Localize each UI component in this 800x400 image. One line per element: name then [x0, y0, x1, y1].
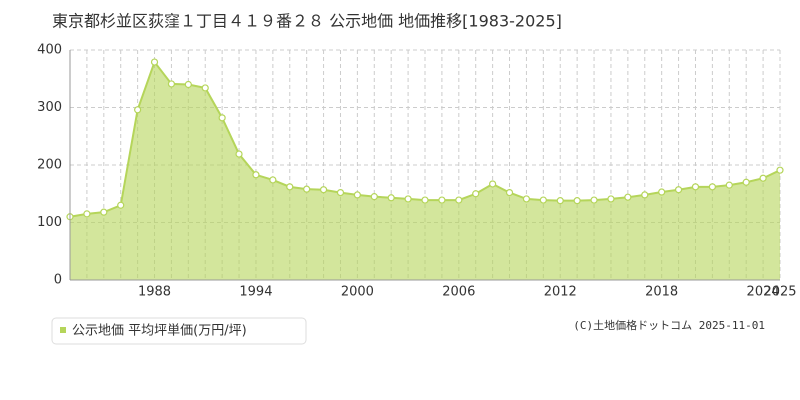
point: [742, 178, 750, 186]
x-tick-label: 2012: [544, 285, 577, 300]
point: [319, 186, 328, 194]
point: [269, 176, 277, 184]
point: [522, 195, 531, 203]
point: [489, 180, 497, 188]
x-tick-label: 1988: [138, 285, 171, 300]
point: [556, 197, 564, 205]
y-tick-label: 200: [37, 158, 62, 173]
point: [117, 201, 125, 209]
point: [83, 210, 91, 218]
point: [370, 193, 378, 201]
point: [708, 183, 716, 191]
point: [353, 191, 361, 199]
point: [776, 166, 784, 174]
x-tick-label: 2000: [341, 285, 374, 300]
point: [421, 196, 429, 204]
point: [404, 195, 412, 203]
point: [607, 195, 615, 203]
source: (C)土地価格ドットコム 2025-11-01: [573, 318, 765, 332]
point: [218, 114, 226, 122]
y-tick-label: 300: [37, 100, 62, 115]
area: [70, 62, 780, 281]
x-tick-label: 2025: [763, 285, 796, 300]
y-tick-label: 400: [37, 43, 62, 58]
point: [590, 196, 598, 204]
chart-title: 東京都杉並区荻窪１丁目４１９番２８ 公示地価 地価推移[1983-2025]: [52, 12, 562, 31]
point: [167, 80, 176, 88]
point: [235, 150, 243, 158]
point: [641, 191, 649, 199]
x-tick-label: 2024: [747, 285, 780, 300]
point: [505, 189, 514, 197]
x-tick-label: 2006: [442, 285, 475, 300]
point: [455, 196, 463, 204]
point: [674, 186, 683, 194]
point: [725, 181, 733, 189]
point: [624, 193, 632, 201]
point: [573, 197, 581, 205]
legend-box: [51, 317, 307, 345]
point: [539, 196, 547, 204]
point: [438, 196, 446, 204]
point: [387, 194, 395, 202]
point: [691, 183, 700, 191]
x-tick-label: 1994: [239, 285, 272, 300]
point: [336, 189, 345, 197]
point: [759, 174, 767, 182]
y-tick-label: 0: [54, 273, 62, 288]
point: [150, 58, 159, 66]
point: [100, 208, 108, 216]
point: [184, 80, 192, 89]
y-tick-label: 100: [37, 215, 62, 230]
legend-swatch: [60, 327, 66, 333]
legend-label: 公示地価 平均坪単価(万円/坪): [72, 323, 247, 339]
point: [134, 106, 142, 114]
point: [286, 183, 294, 191]
x-tick-label: 2018: [645, 285, 678, 300]
point: [201, 84, 209, 92]
point: [658, 188, 666, 196]
point: [472, 190, 480, 198]
point: [303, 185, 311, 193]
point: [252, 171, 260, 179]
